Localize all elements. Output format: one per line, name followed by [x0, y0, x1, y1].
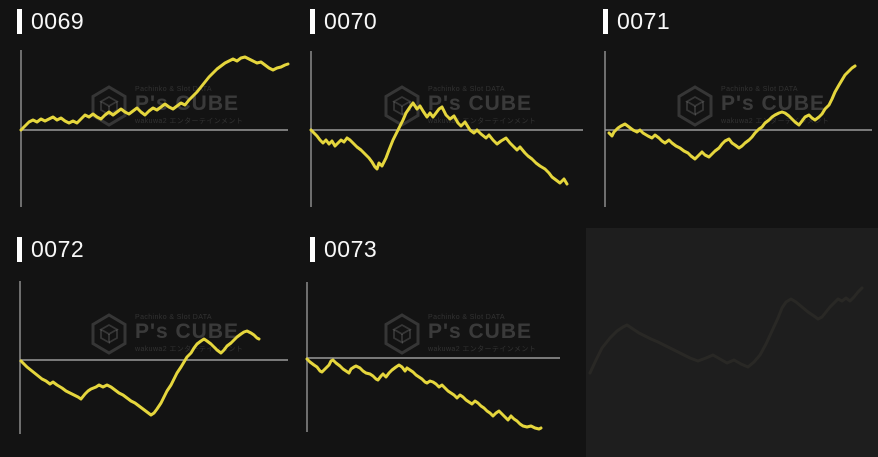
label-accent-bar	[17, 237, 22, 262]
machine-number: 0072	[31, 236, 85, 262]
machine-number: 0073	[324, 236, 378, 262]
slump-graph-0072	[19, 281, 288, 434]
label-accent-bar	[310, 237, 315, 262]
faded-ghost-graph	[588, 286, 864, 375]
machine-panel-0070[interactable]: 0070 Pachinko & Slot DATA P's CUBE wakuw…	[293, 0, 586, 228]
slump-graph-0071	[604, 51, 872, 207]
label-accent-bar	[603, 9, 608, 34]
slump-graph-0070	[309, 51, 583, 207]
machine-number-label: 0070	[310, 9, 377, 34]
machine-panel-0072[interactable]: 0072 Pachinko & Slot DATA P's CUBE wakuw…	[0, 228, 293, 457]
label-accent-bar	[17, 9, 22, 34]
machine-number: 0071	[617, 8, 671, 34]
slump-graph-0073	[305, 282, 560, 432]
machine-number: 0070	[324, 8, 378, 34]
machine-panel-0071[interactable]: 0071 Pachinko & Slot DATA P's CUBE wakuw…	[586, 0, 878, 228]
machine-number-label: 0073	[310, 237, 377, 262]
machine-number-label: 0069	[17, 9, 84, 34]
empty-panel	[586, 228, 878, 457]
label-accent-bar	[310, 9, 315, 34]
machine-panel-0073[interactable]: 0073 Pachinko & Slot DATA P's CUBE wakuw…	[293, 228, 586, 457]
machine-number-label: 0072	[17, 237, 84, 262]
machine-panel-0069[interactable]: 0069 Pachinko & Slot DATA P's CUBE wakuw…	[0, 0, 293, 228]
machine-number: 0069	[31, 8, 85, 34]
slump-graph-0069	[19, 50, 290, 207]
machine-number-label: 0071	[603, 9, 670, 34]
